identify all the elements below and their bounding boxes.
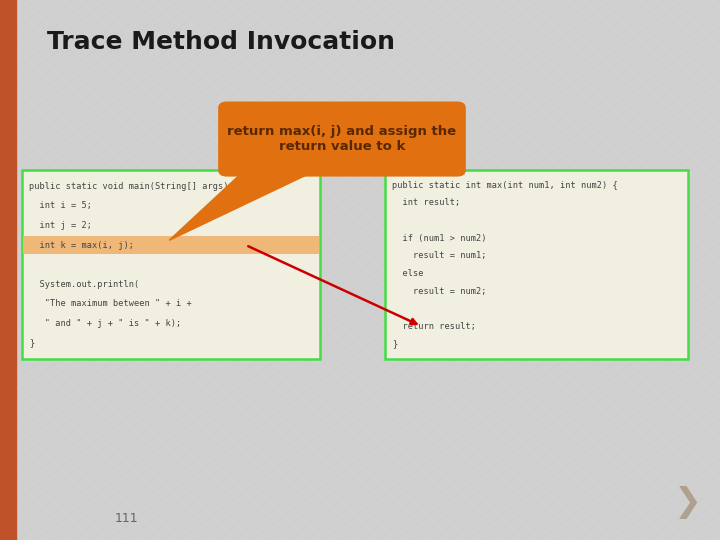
Text: public static void main(String[] args) {: public static void main(String[] args) {	[29, 182, 239, 191]
FancyBboxPatch shape	[22, 170, 320, 359]
Text: System.out.println(: System.out.println(	[29, 280, 139, 289]
Text: "The maximum between " + i +: "The maximum between " + i +	[29, 299, 192, 308]
FancyBboxPatch shape	[218, 102, 466, 177]
Text: return result;: return result;	[392, 322, 477, 330]
Text: Trace Method Invocation: Trace Method Invocation	[47, 30, 395, 53]
Text: " and " + j + " is " + k);: " and " + j + " is " + k);	[29, 319, 181, 328]
Text: result = num1;: result = num1;	[392, 251, 487, 260]
Text: ❯: ❯	[674, 485, 701, 519]
Text: int j = 2;: int j = 2;	[29, 221, 92, 230]
Text: return max(i, j) and assign the
return value to k: return max(i, j) and assign the return v…	[228, 125, 456, 153]
Bar	[0, 0, 16, 540]
Text: int i = 5;: int i = 5;	[29, 201, 92, 211]
Text: if (num1 > num2): if (num1 > num2)	[392, 234, 487, 242]
Text: }: }	[392, 339, 397, 348]
Text: public static int max(int num1, int num2) {: public static int max(int num1, int num2…	[392, 181, 618, 190]
Text: }: }	[29, 339, 34, 347]
Text: int k = max(i, j);: int k = max(i, j);	[29, 240, 134, 249]
FancyBboxPatch shape	[385, 170, 688, 359]
Text: result = num2;: result = num2;	[392, 287, 487, 295]
Text: else: else	[392, 269, 424, 278]
Text: 111: 111	[114, 512, 138, 525]
Bar	[23, 236, 319, 254]
Polygon shape	[169, 170, 317, 240]
Text: int result;: int result;	[392, 199, 461, 207]
